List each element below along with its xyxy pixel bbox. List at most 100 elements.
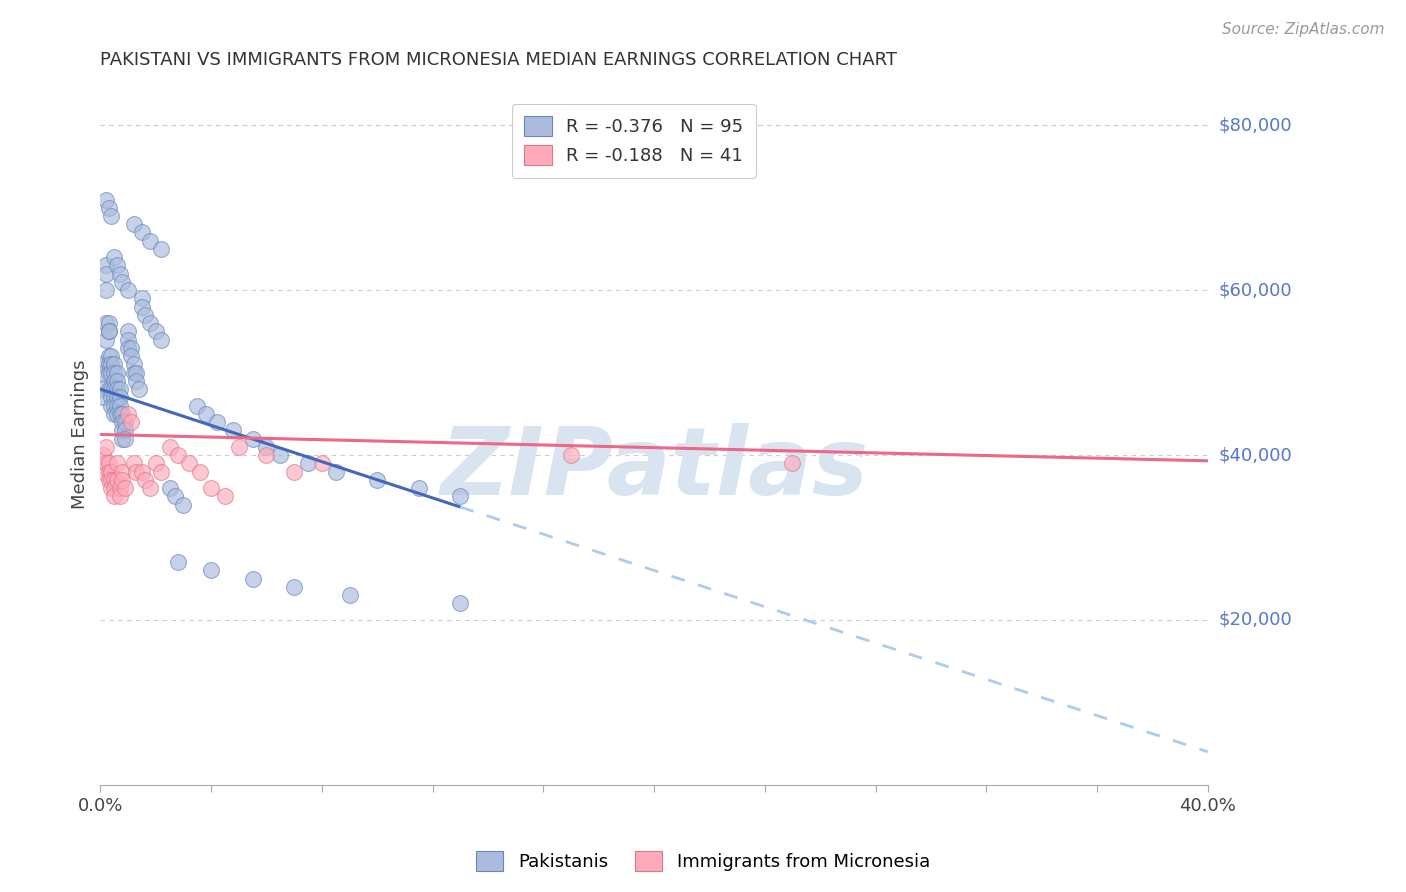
Point (100, 465, 122, 479)
Point (94, 456, 117, 470)
Point (200, 481, 222, 495)
Point (103, 374, 125, 388)
Point (150, 333, 173, 347)
Point (194, 407, 217, 421)
Point (782, 456, 804, 470)
Text: $60,000: $60,000 (1219, 281, 1292, 299)
Text: PAKISTANI VS IMMIGRANTS FROM MICRONESIA MEDIAN EARNINGS CORRELATION CHART: PAKISTANI VS IMMIGRANTS FROM MICRONESIA … (100, 51, 897, 69)
Point (108, 390, 131, 404)
Point (108, 489, 131, 503)
Point (100, 349, 122, 363)
Point (94, 333, 117, 347)
Text: Source: ZipAtlas.com: Source: ZipAtlas.com (1222, 22, 1385, 37)
Point (111, 473, 134, 487)
Point (97, 465, 120, 479)
Point (94, 193, 117, 207)
Point (366, 473, 388, 487)
Point (111, 415, 134, 429)
Point (131, 292, 153, 306)
Point (103, 382, 125, 396)
Point (111, 423, 134, 437)
Point (105, 259, 128, 273)
Point (325, 465, 347, 479)
Point (131, 300, 153, 314)
Point (283, 465, 305, 479)
Point (114, 415, 136, 429)
Point (91, 390, 114, 404)
Point (139, 316, 162, 330)
Point (97, 325, 120, 339)
Text: $80,000: $80,000 (1219, 116, 1292, 135)
Point (228, 440, 250, 454)
Point (128, 382, 150, 396)
Point (103, 407, 125, 421)
Point (222, 423, 245, 437)
Point (139, 481, 162, 495)
Point (200, 564, 222, 578)
Point (114, 423, 136, 437)
Point (108, 267, 131, 281)
Point (103, 366, 125, 380)
Point (100, 382, 122, 396)
Point (111, 465, 134, 479)
Point (339, 588, 361, 602)
Point (105, 473, 128, 487)
Point (134, 473, 156, 487)
Point (205, 415, 228, 429)
Point (94, 267, 117, 281)
Point (449, 489, 471, 503)
Point (103, 473, 125, 487)
Point (117, 283, 139, 297)
Point (449, 596, 471, 610)
Point (94, 316, 117, 330)
Point (97, 325, 120, 339)
Text: ZIPatlas: ZIPatlas (440, 424, 868, 516)
Point (111, 275, 134, 289)
Point (94, 259, 117, 273)
Point (94, 440, 117, 454)
Point (188, 465, 211, 479)
Point (108, 407, 131, 421)
Point (105, 399, 128, 413)
Point (100, 399, 122, 413)
Point (108, 399, 131, 413)
Point (131, 465, 153, 479)
Point (120, 349, 142, 363)
Point (122, 217, 145, 231)
Point (145, 325, 167, 339)
Point (214, 489, 236, 503)
Point (139, 234, 162, 248)
Point (242, 432, 264, 446)
Point (91, 382, 114, 396)
Point (91, 448, 114, 462)
Point (103, 357, 125, 371)
Point (97, 382, 120, 396)
Point (103, 481, 125, 495)
Text: $40,000: $40,000 (1219, 446, 1292, 464)
Point (105, 390, 128, 404)
Point (91, 465, 114, 479)
Point (159, 440, 181, 454)
Point (103, 399, 125, 413)
Point (269, 448, 291, 462)
Point (150, 242, 173, 256)
Point (97, 316, 120, 330)
Point (100, 357, 122, 371)
Point (159, 481, 181, 495)
Point (150, 465, 173, 479)
Point (125, 374, 148, 388)
Point (167, 555, 190, 569)
Legend: R = -0.376   N = 95, R = -0.188   N = 41: R = -0.376 N = 95, R = -0.188 N = 41 (512, 103, 756, 178)
Point (125, 366, 148, 380)
Point (311, 456, 333, 470)
Point (105, 366, 128, 380)
Point (111, 407, 134, 421)
Point (114, 481, 136, 495)
Point (125, 465, 148, 479)
Point (103, 390, 125, 404)
Point (105, 456, 128, 470)
Point (91, 357, 114, 371)
Y-axis label: Median Earnings: Median Earnings (72, 359, 89, 509)
Point (117, 407, 139, 421)
Point (97, 357, 120, 371)
